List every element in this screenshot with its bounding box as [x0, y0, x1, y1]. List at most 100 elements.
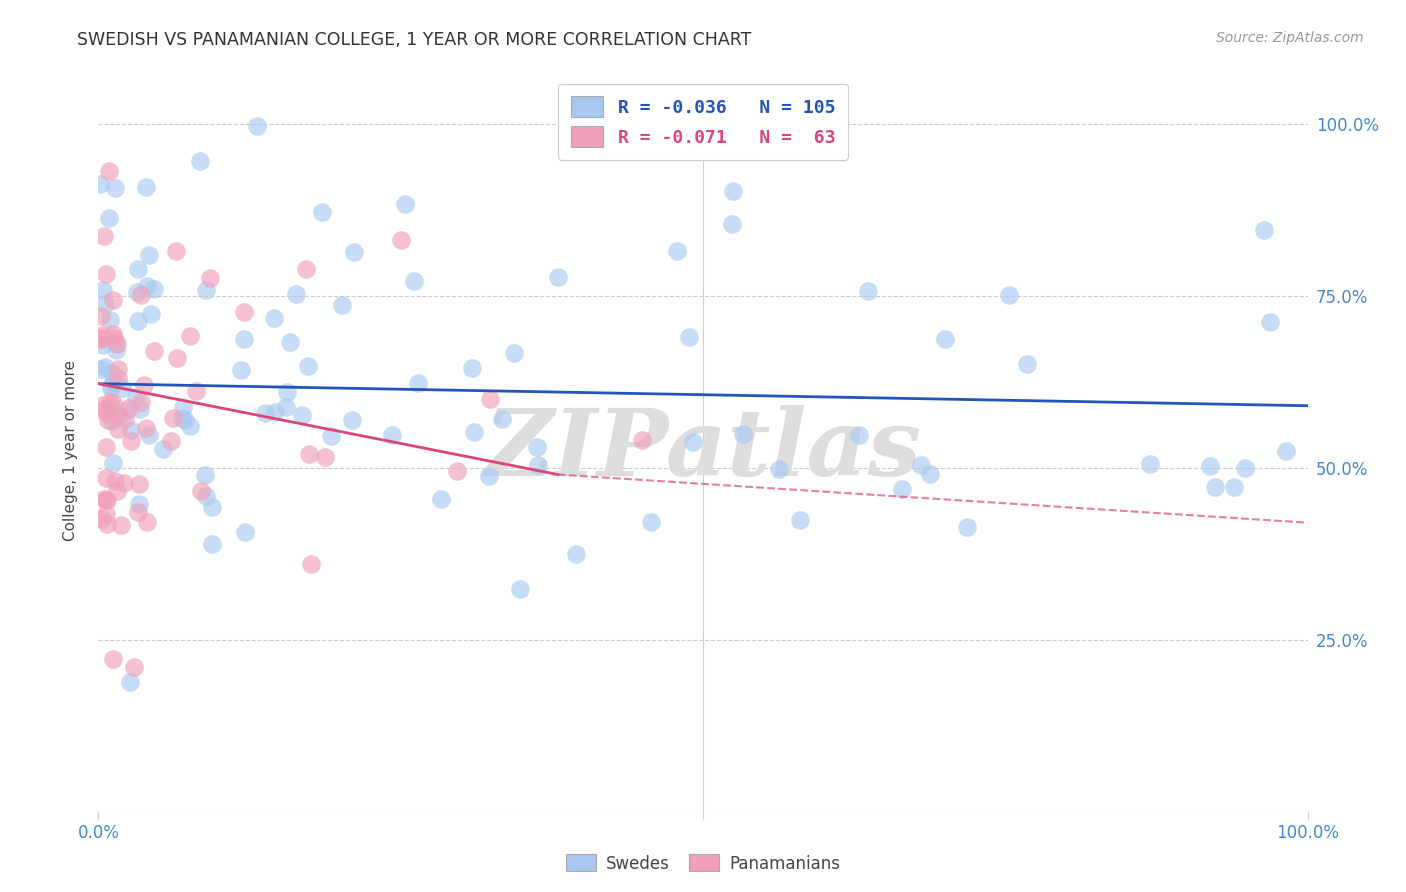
Point — [103, 395, 125, 409]
Point — [120, 434, 142, 448]
Point — [152, 442, 174, 456]
Point — [165, 244, 187, 258]
Legend: Swedes, Panamanians: Swedes, Panamanians — [560, 847, 846, 880]
Point — [89, 177, 111, 191]
Point — [93, 491, 115, 506]
Point — [526, 440, 548, 454]
Point — [127, 505, 149, 519]
Point — [132, 378, 155, 392]
Point — [768, 462, 790, 476]
Point — [91, 398, 114, 412]
Point — [463, 425, 485, 440]
Point — [254, 406, 277, 420]
Point — [509, 582, 531, 596]
Point — [201, 537, 224, 551]
Point — [229, 363, 252, 377]
Point — [280, 335, 302, 350]
Point — [100, 381, 122, 395]
Point — [291, 408, 314, 422]
Point — [90, 362, 112, 376]
Point — [103, 374, 125, 388]
Point — [446, 464, 468, 478]
Point — [647, 136, 669, 150]
Point — [389, 233, 412, 247]
Point — [934, 332, 956, 346]
Point — [135, 421, 157, 435]
Point — [956, 520, 979, 534]
Point — [195, 283, 218, 297]
Point — [138, 427, 160, 442]
Point — [298, 447, 321, 461]
Point — [186, 384, 208, 399]
Point — [96, 413, 118, 427]
Point — [430, 492, 453, 507]
Point — [104, 474, 127, 488]
Point — [105, 336, 128, 351]
Point — [135, 279, 157, 293]
Point — [1275, 444, 1298, 458]
Point — [233, 305, 256, 319]
Point — [527, 458, 550, 472]
Point — [172, 401, 194, 415]
Point — [998, 288, 1021, 302]
Point — [103, 456, 125, 470]
Y-axis label: College, 1 year or more: College, 1 year or more — [63, 360, 77, 541]
Point — [91, 402, 114, 417]
Point — [96, 440, 118, 454]
Point — [118, 674, 141, 689]
Point — [665, 244, 688, 258]
Point — [94, 493, 117, 508]
Text: Source: ZipAtlas.com: Source: ZipAtlas.com — [1216, 31, 1364, 45]
Point — [90, 327, 112, 342]
Point — [190, 483, 212, 498]
Point — [311, 204, 333, 219]
Point — [631, 434, 654, 448]
Point — [114, 412, 136, 426]
Point — [721, 184, 744, 198]
Point — [135, 515, 157, 529]
Point — [565, 547, 588, 561]
Point — [491, 412, 513, 426]
Point — [91, 283, 114, 297]
Point — [107, 362, 129, 376]
Point — [402, 274, 425, 288]
Point — [314, 450, 336, 464]
Point — [101, 293, 124, 307]
Point — [101, 366, 124, 380]
Point — [789, 513, 811, 527]
Point — [94, 507, 117, 521]
Point — [1198, 459, 1220, 474]
Point — [90, 309, 112, 323]
Point — [1139, 457, 1161, 471]
Point — [120, 423, 142, 437]
Point — [101, 327, 124, 342]
Point — [294, 262, 316, 277]
Point — [332, 298, 354, 312]
Point — [125, 285, 148, 299]
Point — [640, 515, 662, 529]
Point — [1015, 357, 1038, 371]
Legend: R = -0.036   N = 105, R = -0.071   N =  63: R = -0.036 N = 105, R = -0.071 N = 63 — [558, 84, 848, 160]
Point — [127, 261, 149, 276]
Point — [96, 516, 118, 531]
Point — [848, 427, 870, 442]
Point — [128, 496, 150, 510]
Point — [299, 558, 322, 572]
Point — [91, 512, 114, 526]
Point — [166, 351, 188, 365]
Point — [340, 413, 363, 427]
Point — [179, 328, 201, 343]
Point — [232, 332, 254, 346]
Point — [1234, 461, 1257, 475]
Point — [91, 338, 114, 352]
Point — [118, 401, 141, 416]
Point — [93, 228, 115, 243]
Point — [98, 313, 121, 327]
Point — [343, 245, 366, 260]
Point — [856, 284, 879, 298]
Point — [89, 332, 111, 346]
Point — [263, 311, 285, 326]
Point — [188, 153, 211, 168]
Point — [1223, 480, 1246, 494]
Point — [100, 402, 122, 417]
